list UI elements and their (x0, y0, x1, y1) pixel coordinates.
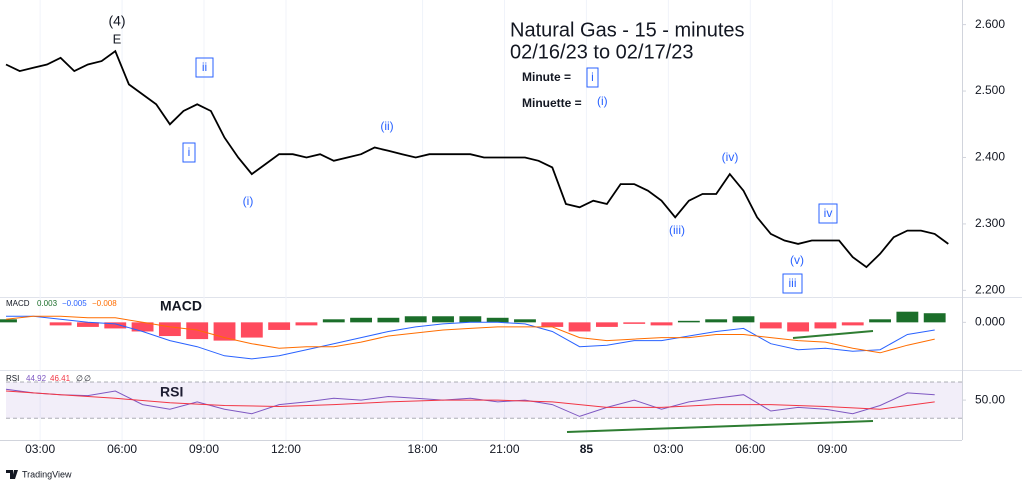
annotation: (ii) (380, 119, 393, 133)
histogram-bar (732, 316, 755, 323)
histogram-bar (377, 317, 400, 323)
annotation: i (188, 145, 191, 159)
histogram-bar (923, 313, 946, 323)
annotation: iv (824, 206, 833, 220)
histogram-bar (623, 322, 646, 324)
y-tick-label: 2.200 (975, 283, 1005, 297)
annotation: (4) (108, 13, 125, 29)
label-box (182, 142, 196, 163)
annotation: ii (202, 60, 207, 74)
series-line (5, 315, 935, 354)
legend-value: 44.92 (26, 374, 47, 383)
label-box (586, 67, 599, 88)
histogram-bar (77, 322, 99, 327)
histogram-bar (514, 319, 536, 323)
y-tick-label: 50.00 (975, 392, 1005, 406)
legend-value: 46.41 (50, 374, 71, 383)
histogram-bar (131, 322, 154, 332)
histogram-bar (350, 317, 373, 323)
histogram-bar (404, 316, 427, 323)
histogram-bar (677, 320, 700, 323)
histogram-bar (869, 319, 891, 323)
note: i (591, 70, 594, 84)
histogram-bar (158, 322, 181, 337)
x-tick-label: 85 (580, 442, 594, 456)
histogram-bar (814, 322, 837, 329)
series-line (5, 390, 935, 410)
divergence-line (792, 330, 874, 339)
histogram-bar (104, 322, 127, 329)
series-line (5, 49, 949, 269)
x-tick-label: 12:00 (271, 442, 301, 456)
histogram-bar (322, 319, 345, 323)
histogram-bar (595, 322, 618, 327)
y-tick-label: 0.000 (975, 315, 1005, 329)
histogram-bar (295, 322, 318, 326)
x-tick-label: 09:00 (817, 442, 847, 456)
histogram-bar (568, 322, 591, 332)
annotation: iii (789, 276, 797, 290)
branding: TradingView (22, 469, 72, 479)
chart-subtitle: 02/16/23 to 02/17/23 (510, 41, 694, 63)
histogram-bar (0, 319, 17, 323)
x-tick-label: 03:00 (25, 442, 55, 456)
y-tick-label: 2.300 (975, 216, 1005, 230)
chart-title: Natural Gas - 15 - minutes (510, 19, 745, 41)
x-tick-label: 09:00 (189, 442, 219, 456)
histogram-bar (705, 319, 728, 323)
series-line (6, 315, 935, 360)
label-box (782, 273, 803, 294)
legend-value: 0.003 (37, 299, 58, 308)
annotation: (iv) (722, 150, 739, 164)
legend-label: RSI (6, 374, 19, 383)
x-tick-label: 06:00 (107, 442, 137, 456)
annotation: E (113, 31, 122, 46)
y-tick-label: 2.500 (975, 83, 1005, 97)
note: Minuette = (522, 96, 582, 110)
divergence-line (566, 420, 874, 433)
legend-label: MACD (6, 299, 30, 308)
x-tick-label: 06:00 (735, 442, 765, 456)
panel-title: RSI (160, 384, 183, 400)
x-tick-label: 03:00 (653, 442, 683, 456)
label-box (818, 203, 838, 224)
label-box (195, 57, 214, 78)
legend-value: −0.005 (62, 299, 87, 308)
histogram-bar (432, 316, 454, 323)
note: Minute = (522, 70, 571, 84)
histogram-bar (459, 316, 482, 323)
y-tick-label: 2.400 (975, 150, 1005, 164)
x-tick-label: 18:00 (408, 442, 438, 456)
histogram-bar (268, 322, 291, 330)
panel-title: MACD (160, 298, 202, 314)
grid (39, 0, 833, 440)
legend-value: −0.008 (92, 299, 117, 308)
series-line (5, 388, 935, 417)
note: (i) (597, 94, 608, 108)
histogram-bar (240, 322, 263, 338)
legend-value: ∅ (76, 374, 83, 383)
histogram-bar (787, 322, 810, 332)
histogram-bar (49, 322, 72, 326)
histogram-bar (650, 322, 673, 326)
logo (6, 470, 18, 479)
histogram-bar (759, 322, 782, 329)
annotation: (i) (243, 194, 254, 208)
histogram-bar (541, 322, 564, 327)
legend-value: ∅ (84, 374, 91, 383)
annotation: (iii) (669, 223, 685, 237)
annotation: (v) (790, 253, 804, 267)
histogram-bar (186, 322, 209, 340)
x-tick-label: 21:00 (489, 442, 519, 456)
histogram-bar (841, 322, 864, 326)
histogram-bar (896, 311, 919, 323)
histogram-bar (486, 317, 509, 323)
y-tick-label: 2.600 (975, 17, 1005, 31)
